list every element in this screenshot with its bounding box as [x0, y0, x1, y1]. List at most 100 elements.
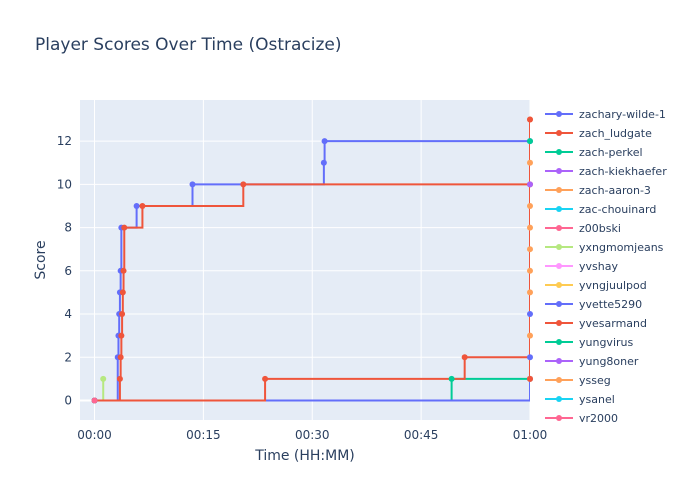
legend-item-zach-perkel[interactable]: zach-perkel: [545, 146, 643, 159]
data-point-zach_ludgate: [119, 311, 126, 318]
data-point-yvette5290: [527, 354, 533, 361]
data-point-zach-aaron-3: [527, 332, 533, 339]
legend-item-yungvirus[interactable]: yungvirus: [545, 336, 633, 349]
legend-item-z00bski[interactable]: z00bski: [545, 222, 621, 235]
data-point-yvette5290: [527, 311, 533, 318]
legend-swatch-marker: [556, 282, 562, 288]
series-line-yvette5290: [94, 314, 530, 402]
data-point-zachary-wilde-1: [133, 202, 140, 209]
legend-swatch-marker: [556, 339, 562, 345]
legend[interactable]: zachary-wilde-1 zach_ludgate zach-perkel za…: [545, 108, 667, 425]
legend-label: yvshay: [579, 260, 618, 273]
data-point-zach_ludgate: [116, 375, 123, 382]
legend-label: zach-perkel: [579, 146, 643, 159]
legend-label: z00bski: [579, 222, 621, 235]
legend-label: yvette5290: [579, 298, 642, 311]
legend-label: yvngjuulpod: [579, 279, 647, 292]
legend-swatch-marker: [556, 187, 562, 193]
legend-swatch-marker: [556, 225, 562, 231]
data-point-zach-kiekhaefer: [527, 181, 533, 188]
legend-swatch-marker: [556, 111, 562, 117]
legend-item-yvngjuulpod[interactable]: yvngjuulpod: [545, 279, 647, 292]
legend-item-zach-aaron-3[interactable]: zach-aaron-3: [545, 184, 651, 197]
data-point-zach_ludgate: [240, 181, 247, 188]
data-point-yxngmomjeans: [100, 375, 107, 382]
legend-item-zachary-wilde-1[interactable]: zachary-wilde-1: [545, 108, 666, 121]
plot-area: [80, 100, 530, 420]
data-point-zach_ludgate: [117, 354, 124, 361]
legend-label: yung8oner: [579, 355, 639, 368]
data-point-yvesarmand: [527, 375, 533, 382]
data-point-zach-perkel: [448, 375, 455, 382]
x-tick-label: 00:45: [404, 428, 439, 442]
legend-label: yvesarmand: [579, 317, 647, 330]
legend-label: zach-kiekhaefer: [579, 165, 667, 178]
series-line-zach_ludgate: [94, 183, 530, 402]
legend-label: ysseg: [579, 374, 611, 387]
legend-item-zach-kiekhaefer[interactable]: zach-kiekhaefer: [545, 165, 667, 178]
y-tick-label: 2: [64, 350, 72, 364]
legend-swatch-marker: [556, 358, 562, 364]
data-point-zachary-wilde-1: [189, 181, 196, 188]
y-tick-label: 6: [64, 264, 72, 278]
x-tick-label: 01:00: [513, 428, 548, 442]
legend-label: yr2000: [579, 412, 618, 425]
legend-item-yvshay[interactable]: yvshay: [545, 260, 618, 273]
legend-swatch-marker: [556, 168, 562, 174]
data-point-yvesarmand: [527, 116, 533, 123]
legend-label: yungvirus: [579, 336, 633, 349]
legend-item-yxngmomjeans[interactable]: yxngmomjeans: [545, 241, 664, 254]
y-tick-label: 4: [64, 307, 72, 321]
data-point-yvesarmand: [262, 375, 269, 382]
legend-label: yxngmomjeans: [579, 241, 664, 254]
y-tick-label: 12: [57, 134, 72, 148]
legend-item-zac-chouinard[interactable]: zac-chouinard: [545, 203, 656, 216]
data-point-zachary-wilde-1: [320, 159, 327, 166]
data-point-zach_ludgate: [119, 289, 126, 296]
x-tick-label: 00:30: [295, 428, 330, 442]
data-point-zach_ludgate: [118, 332, 125, 339]
data-point-zachary-wilde-1: [321, 138, 328, 145]
legend-swatch-marker: [556, 301, 562, 307]
x-axis-title: Time (HH:MM): [254, 448, 355, 464]
legend-swatch-marker: [556, 320, 562, 326]
legend-label: zac-chouinard: [579, 203, 656, 216]
legend-swatch-marker: [556, 130, 562, 136]
data-point-zach-aaron-3: [527, 267, 533, 274]
legend-item-ysseg[interactable]: ysseg: [545, 374, 611, 387]
data-point-zach-aaron-3: [527, 289, 533, 296]
legend-label: ysanel: [579, 393, 615, 406]
series-line-yvesarmand: [94, 119, 530, 402]
legend-item-yr2000[interactable]: yr2000: [545, 412, 618, 425]
legend-item-zach_ludgate[interactable]: zach_ludgate: [545, 127, 652, 140]
data-point-yvesarmand: [461, 354, 468, 361]
legend-item-yvesarmand[interactable]: yvesarmand: [545, 317, 647, 330]
data-point-zach_ludgate: [120, 267, 127, 274]
data-point-zach-perkel: [527, 138, 533, 145]
y-tick-label: 8: [64, 221, 72, 235]
data-point-zach-aaron-3: [527, 224, 533, 231]
data-point-zach_ludgate: [139, 202, 146, 209]
legend-swatch-marker: [556, 244, 562, 250]
x-tick-label: 00:15: [186, 428, 221, 442]
y-tick-label: 0: [64, 394, 72, 408]
data-point-zach_ludgate: [121, 224, 128, 231]
series-points: [91, 116, 533, 404]
legend-swatch-marker: [556, 206, 562, 212]
y-axis-title: Score: [33, 240, 49, 279]
data-point-zach-aaron-3: [527, 202, 533, 209]
legend-label: zach-aaron-3: [579, 184, 651, 197]
legend-label: zachary-wilde-1: [579, 108, 666, 121]
legend-item-ysanel[interactable]: ysanel: [545, 393, 615, 406]
y-tick-label: 10: [57, 177, 72, 191]
chart-title: Player Scores Over Time (Ostracize): [35, 35, 342, 55]
x-axis-ticks: 00:00 00:15 00:30 00:45 01:00: [77, 428, 547, 442]
data-point-yr2000: [91, 397, 98, 404]
legend-label: zach_ludgate: [579, 127, 652, 140]
y-axis-ticks: 0 2 4 6 8 10 12: [57, 134, 72, 407]
legend-item-yung8oner[interactable]: yung8oner: [545, 355, 639, 368]
legend-item-yvette5290[interactable]: yvette5290: [545, 298, 642, 311]
legend-swatch-marker: [556, 396, 562, 402]
x-tick-label: 00:00: [77, 428, 112, 442]
